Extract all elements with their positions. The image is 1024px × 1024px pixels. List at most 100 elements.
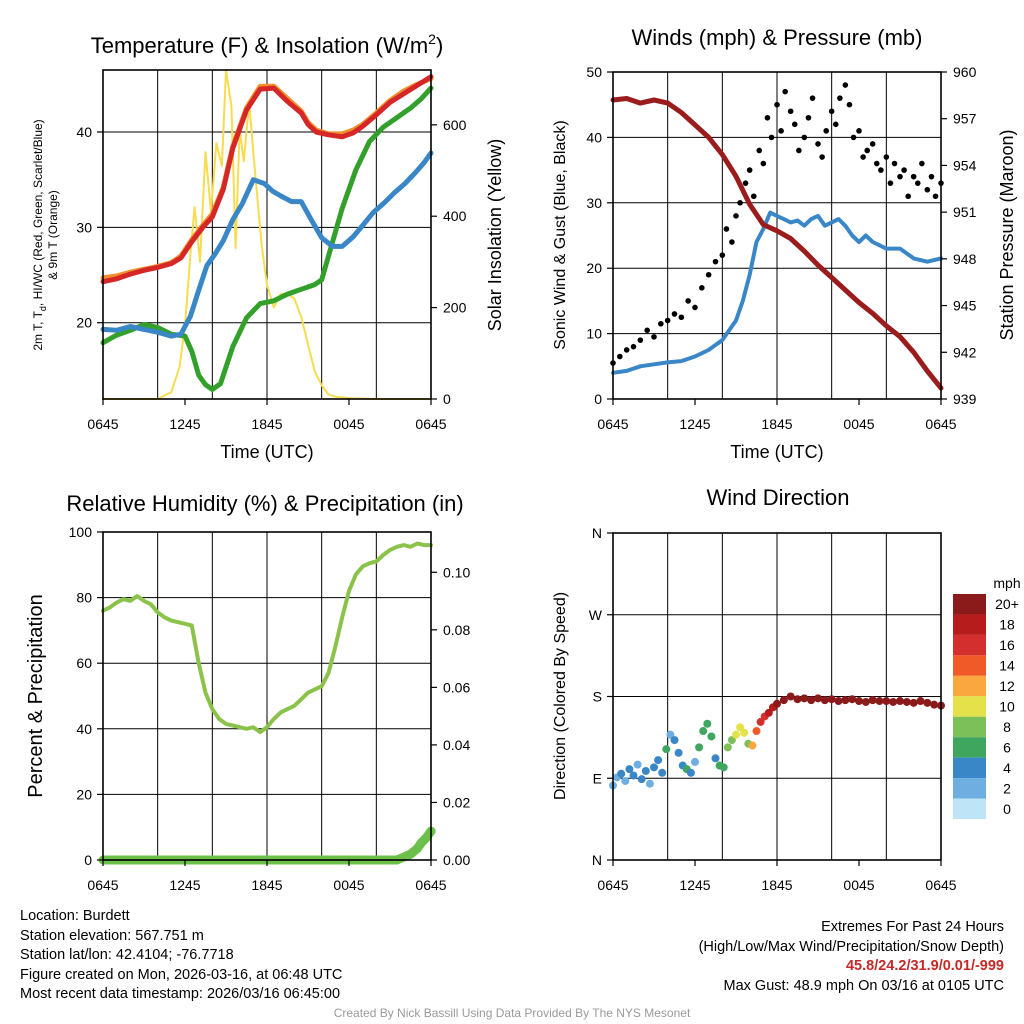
colorbar-label: 6: [1003, 739, 1011, 755]
colorbar-label: 0: [1003, 801, 1011, 817]
humidity-x-tick-label: 0645: [87, 877, 118, 893]
winds-gust-point: [705, 271, 712, 278]
humidity-y-label: Percent & Precipitation: [25, 594, 47, 797]
winds-y2-tick-label: 948: [953, 251, 977, 267]
winds-gust-point: [864, 147, 870, 154]
temperature-x-label: Time (UTC): [220, 442, 313, 462]
humidity-precip-points: [378, 826, 436, 865]
humidity-grid: [103, 531, 431, 861]
temperature-title: Temperature (F) & Insolation (W/m2): [91, 31, 444, 58]
station-latlon: Station lat/lon: 42.4104; -76.7718: [20, 947, 234, 964]
winds-gust-point: [832, 121, 839, 128]
direction-point: [736, 723, 745, 732]
direction-y-tick-label: S: [593, 689, 602, 705]
direction-point: [699, 727, 708, 736]
direction-y-tick-label: W: [589, 607, 603, 623]
winds-gust-point: [897, 173, 903, 180]
winds-gust-point: [791, 121, 798, 128]
extremes-heading: Extremes For Past 24 Hours: [821, 919, 1004, 935]
winds-gust-point: [796, 147, 802, 154]
direction-point: [756, 717, 765, 726]
direction-point: [841, 696, 850, 705]
winds-gust-point: [932, 193, 939, 200]
humidity-x-tick-label: 0645: [415, 877, 446, 893]
winds-gust-point: [837, 95, 843, 101]
direction-point: [909, 698, 918, 707]
winds-y-tick-label: 50: [586, 64, 602, 80]
temperature-x-tick-label: 0645: [415, 416, 446, 432]
winds-gust-point: [768, 134, 775, 141]
humidity-y-tick-label: 100: [69, 524, 93, 540]
winds-gust-point: [887, 180, 894, 186]
winds-y-axis: 0 10 20 30 40 50: [586, 64, 613, 407]
winds-gust-point: [723, 226, 730, 232]
winds-title: Winds (mph) & Pressure (mb): [632, 25, 923, 50]
direction-point: [807, 696, 816, 705]
winds-x-tick-label: 0045: [843, 416, 874, 432]
winds-gust-point: [901, 167, 907, 173]
winds-gust-point: [651, 334, 657, 340]
direction-point: [834, 697, 843, 706]
winds-gust-point: [914, 180, 921, 186]
direction-point: [650, 763, 658, 772]
winds-y2-tick-label: 945: [953, 298, 977, 314]
humidity-y-tick-label: 20: [76, 786, 92, 802]
winds-y2-tick-label: 939: [953, 391, 977, 407]
station-info: Location: Burdett Station elevation: 567…: [20, 907, 342, 1005]
temperature-series-dewpoint: [100, 85, 434, 392]
temperature-y2-tick-label: 600: [443, 117, 467, 133]
winds-x-tick-label: 1245: [679, 416, 710, 432]
winds-gust-point: [746, 167, 753, 173]
direction-point: [930, 700, 939, 709]
direction-point: [793, 695, 802, 704]
temperature-y2-tick-label: 400: [443, 208, 467, 224]
colorbar-label: 18: [999, 617, 1015, 633]
direction-x-tick-label: 1245: [679, 877, 710, 893]
winds-x-tick-label: 0645: [925, 416, 956, 432]
colorbar-swatch: [953, 757, 986, 779]
humidity-x-tick-label: 0045: [333, 877, 364, 893]
direction-point: [662, 745, 671, 754]
humidity-y-tick-label: 80: [76, 590, 92, 606]
direction-y-tick-label: N: [592, 852, 602, 868]
winds-gust-point: [873, 160, 880, 167]
temperature-x-tick-label: 0045: [333, 416, 364, 432]
colorbar-swatch: [953, 696, 986, 717]
direction-colorbar: mph 20+ 18 16 14 12 10 8 6 4 2 0: [953, 575, 1021, 819]
humidity-y-tick-label: 60: [76, 655, 92, 671]
winds-y2-tick-label: 960: [953, 64, 977, 80]
temperature-y-label-line2: & 9m T (Orange): [46, 190, 60, 280]
winds-gust-point: [756, 147, 763, 154]
colorbar-label: 20+: [995, 596, 1019, 612]
direction-y-axis: N E S W N: [589, 525, 613, 868]
humidity-y2-tick-label: 0.06: [443, 679, 470, 695]
temperature-x-axis: 0645 1245 1845 0045 0645: [87, 399, 447, 432]
colorbar-label: 14: [999, 658, 1015, 674]
colorbar-swatch: [953, 778, 986, 799]
humidity-y2-tick-label: 0.02: [443, 794, 470, 810]
direction-point: [748, 741, 757, 750]
temperature-title-main: Temperature (F) & Insolation (W/m: [91, 33, 428, 58]
direction-x-tick-label: 1845: [761, 877, 792, 893]
winds-gust-point: [883, 154, 890, 160]
winds-y2-label: Station Pressure (Maroon): [997, 129, 1017, 340]
temperature-x-tick-label: 1845: [251, 416, 282, 432]
temperature-y-tick-label: 40: [76, 124, 92, 140]
winds-gust-point: [764, 114, 771, 121]
temperature-x-tick-label: 0645: [87, 416, 118, 432]
direction-point: [896, 697, 904, 706]
direction-points: [609, 692, 945, 790]
direction-point: [727, 736, 736, 745]
station-location: Location: Burdett: [20, 908, 130, 924]
winds-gust-point: [742, 180, 749, 186]
colorbar-swatch: [953, 594, 986, 615]
temperature-series-2m-t: [100, 74, 434, 285]
temperature-title-end: ): [436, 33, 443, 58]
figure-created: Figure created on Mon, 2026-03-16, at 06…: [20, 966, 343, 983]
winds-grid: [613, 71, 941, 400]
winds-y-tick-label: 30: [586, 195, 602, 211]
direction-point: [629, 771, 638, 780]
direction-point: [621, 776, 630, 785]
winds-y2-tick-label: 942: [953, 344, 977, 360]
winds-gust-point: [782, 88, 788, 95]
